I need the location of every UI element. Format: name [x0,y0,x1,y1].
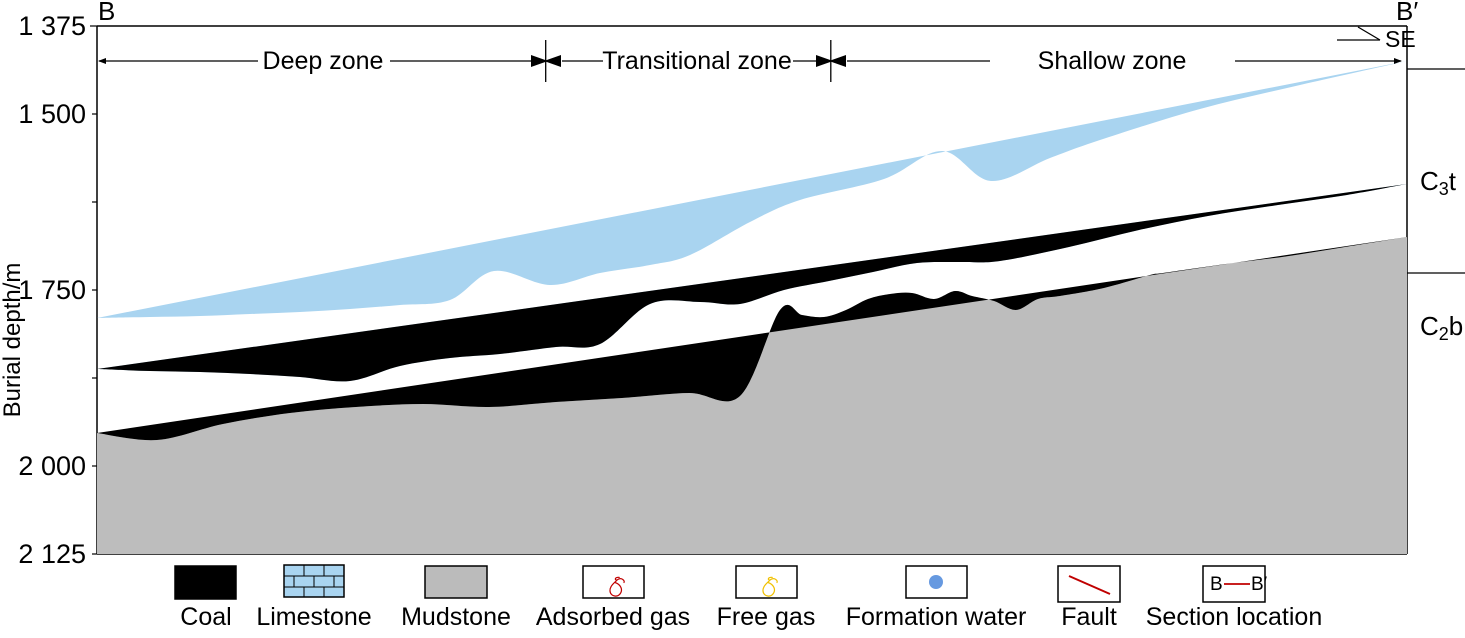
svg-text:B: B [98,0,115,26]
svg-text:Transitional zone: Transitional zone [602,47,791,75]
svg-text:B′: B′ [1396,0,1418,26]
svg-text:Formation water: Formation water [846,603,1027,631]
svg-text:1 500: 1 500 [18,99,86,129]
svg-text:1 750: 1 750 [18,275,86,305]
svg-text:B: B [1210,574,1223,595]
svg-text:Section location: Section location [1146,603,1323,631]
svg-text:C3t: C3t [1420,166,1457,199]
svg-text:Shallow zone: Shallow zone [1038,47,1187,75]
svg-text:SE: SE [1385,26,1416,52]
svg-text:Coal: Coal [180,603,231,631]
svg-text:B′: B′ [1251,574,1268,595]
svg-text:Adsorbed gas: Adsorbed gas [536,603,690,631]
svg-text:Mudstone: Mudstone [401,603,511,631]
svg-text:Burial depth/m: Burial depth/m [0,263,26,418]
svg-text:Limestone: Limestone [256,603,371,631]
svg-text:2 125: 2 125 [18,539,86,569]
svg-text:1 375: 1 375 [18,11,86,41]
svg-text:Free gas: Free gas [717,603,816,631]
svg-text:Fault: Fault [1061,603,1117,631]
svg-text:Deep zone: Deep zone [263,47,384,75]
svg-text:2 000: 2 000 [18,451,86,481]
